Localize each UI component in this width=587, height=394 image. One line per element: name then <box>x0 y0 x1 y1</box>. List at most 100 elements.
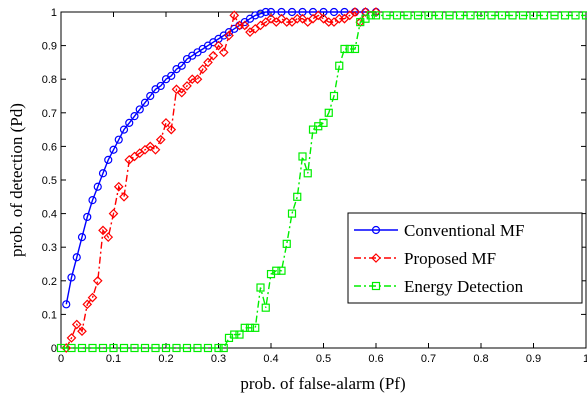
x-tick-label: 0.7 <box>421 353 436 365</box>
data-point-energy-detection <box>119 343 129 353</box>
data-point-conventional-mf <box>93 182 102 191</box>
data-point-energy-detection <box>518 11 528 20</box>
data-point-energy-detection <box>340 44 349 54</box>
data-point-energy-detection <box>219 343 228 353</box>
data-point-energy-detection <box>324 108 333 117</box>
series-line-proposed-mf <box>65 10 376 349</box>
y-tick-label: 0.4 <box>42 209 57 221</box>
data-point-proposed-mf <box>77 326 87 337</box>
axis-tick-labels: 0 0.1 0.2 0.3 0.4 0.5 0.6 0.7 0.8 0.9 1 0 0.1 0.2 0.3 0… <box>42 7 587 365</box>
data-point-conventional-mf <box>67 273 76 282</box>
legend-marker-proposed-mf <box>371 253 381 263</box>
y-axis-label: prob. of detection (Pd) <box>7 103 26 257</box>
legend: Conventional MF Proposed MF Energy Detecti… <box>347 212 583 304</box>
data-point-energy-detection <box>434 11 444 20</box>
y-tick-label: 0.5 <box>42 175 57 187</box>
data-point-energy-detection <box>476 11 486 20</box>
data-point-energy-detection <box>329 91 339 101</box>
x-tick-label: 0 <box>58 353 64 365</box>
data-point-energy-detection <box>487 11 496 20</box>
data-point-proposed-mf <box>150 144 161 155</box>
x-tick-label: 1 <box>583 353 587 365</box>
data-point-energy-detection <box>392 11 402 20</box>
data-point-proposed-mf <box>66 333 77 343</box>
data-point-conventional-mf <box>77 233 87 242</box>
data-point-energy-detection <box>560 11 570 20</box>
data-point-energy-detection <box>251 323 260 332</box>
data-point-proposed-mf <box>155 134 166 145</box>
legend-marker-energy-detection <box>371 281 381 291</box>
data-point-energy-detection <box>67 343 76 353</box>
data-point-conventional-mf <box>98 169 108 178</box>
data-point-proposed-mf <box>166 124 177 135</box>
data-point-proposed-mf <box>182 81 192 91</box>
data-point-energy-detection <box>303 169 312 178</box>
data-point-proposed-mf <box>113 181 124 192</box>
x-tick-label: 0.6 <box>368 353 383 365</box>
data-point-energy-detection <box>445 11 454 20</box>
data-point-energy-detection <box>182 343 192 353</box>
data-point-proposed-mf <box>87 292 98 303</box>
data-point-energy-detection <box>230 330 239 339</box>
x-tick-label: 0.3 <box>211 353 226 365</box>
data-point-conventional-mf <box>146 91 155 101</box>
y-tick-label: 0.7 <box>42 108 57 120</box>
data-point-energy-detection <box>345 44 354 54</box>
data-point-conventional-mf <box>62 300 71 309</box>
x-tick-label: 0.1 <box>106 353 121 365</box>
data-point-energy-detection <box>413 11 423 20</box>
data-point-energy-detection <box>130 343 139 353</box>
series-energy-detection <box>56 11 587 353</box>
series-proposed-mf <box>61 7 381 353</box>
data-point-proposed-mf <box>108 208 119 219</box>
data-point-energy-detection <box>256 283 265 292</box>
data-point-conventional-mf <box>125 118 134 127</box>
data-point-energy-detection <box>272 266 281 275</box>
data-point-conventional-mf <box>72 253 81 262</box>
data-point-conventional-mf <box>167 71 176 80</box>
data-point-energy-detection <box>240 323 249 332</box>
data-point-energy-detection <box>161 343 171 353</box>
y-tick-label: 0.1 <box>42 309 57 321</box>
data-point-energy-detection <box>455 11 465 20</box>
series-layer <box>56 7 587 353</box>
data-point-energy-detection <box>140 343 150 353</box>
legend-label-conventional-mf: Conventional MF <box>404 221 524 240</box>
data-point-proposed-mf <box>360 7 371 17</box>
data-point-energy-detection <box>497 11 507 20</box>
data-point-energy-detection <box>203 343 213 353</box>
x-tick-label: 0.5 <box>316 353 331 365</box>
data-point-proposed-mf <box>61 343 72 353</box>
data-point-energy-detection <box>214 343 223 353</box>
data-point-energy-detection <box>382 11 391 20</box>
data-point-conventional-mf <box>114 135 123 144</box>
data-point-energy-detection <box>56 343 66 353</box>
data-point-energy-detection <box>581 11 587 20</box>
data-point-energy-detection <box>261 303 270 312</box>
data-point-energy-detection <box>287 209 297 218</box>
data-point-energy-detection <box>98 343 108 353</box>
x-tick-label: 0.8 <box>473 353 488 365</box>
data-point-proposed-mf <box>208 50 219 61</box>
data-point-conventional-mf <box>88 196 97 205</box>
data-point-conventional-mf <box>109 145 118 154</box>
data-point-proposed-mf <box>176 87 187 98</box>
y-tick-label: 0 <box>51 343 57 355</box>
data-point-energy-detection <box>403 11 412 20</box>
data-point-conventional-mf <box>156 81 165 91</box>
data-point-energy-detection <box>245 323 255 332</box>
data-point-energy-detection <box>277 266 286 275</box>
x-axis-label: prob. of false-alarm (Pf) <box>240 374 405 393</box>
data-point-proposed-mf <box>229 10 240 21</box>
x-tick-label: 0.4 <box>263 353 278 365</box>
data-point-conventional-mf <box>177 61 186 70</box>
data-point-proposed-mf <box>103 232 114 242</box>
data-point-energy-detection <box>109 343 118 353</box>
data-point-proposed-mf <box>145 141 156 152</box>
data-point-energy-detection <box>77 343 87 353</box>
data-point-proposed-mf <box>171 84 182 95</box>
x-tick-label: 0.9 <box>526 353 541 365</box>
data-point-energy-detection <box>282 239 291 248</box>
data-point-conventional-mf <box>104 155 113 164</box>
data-point-conventional-mf <box>251 11 260 20</box>
